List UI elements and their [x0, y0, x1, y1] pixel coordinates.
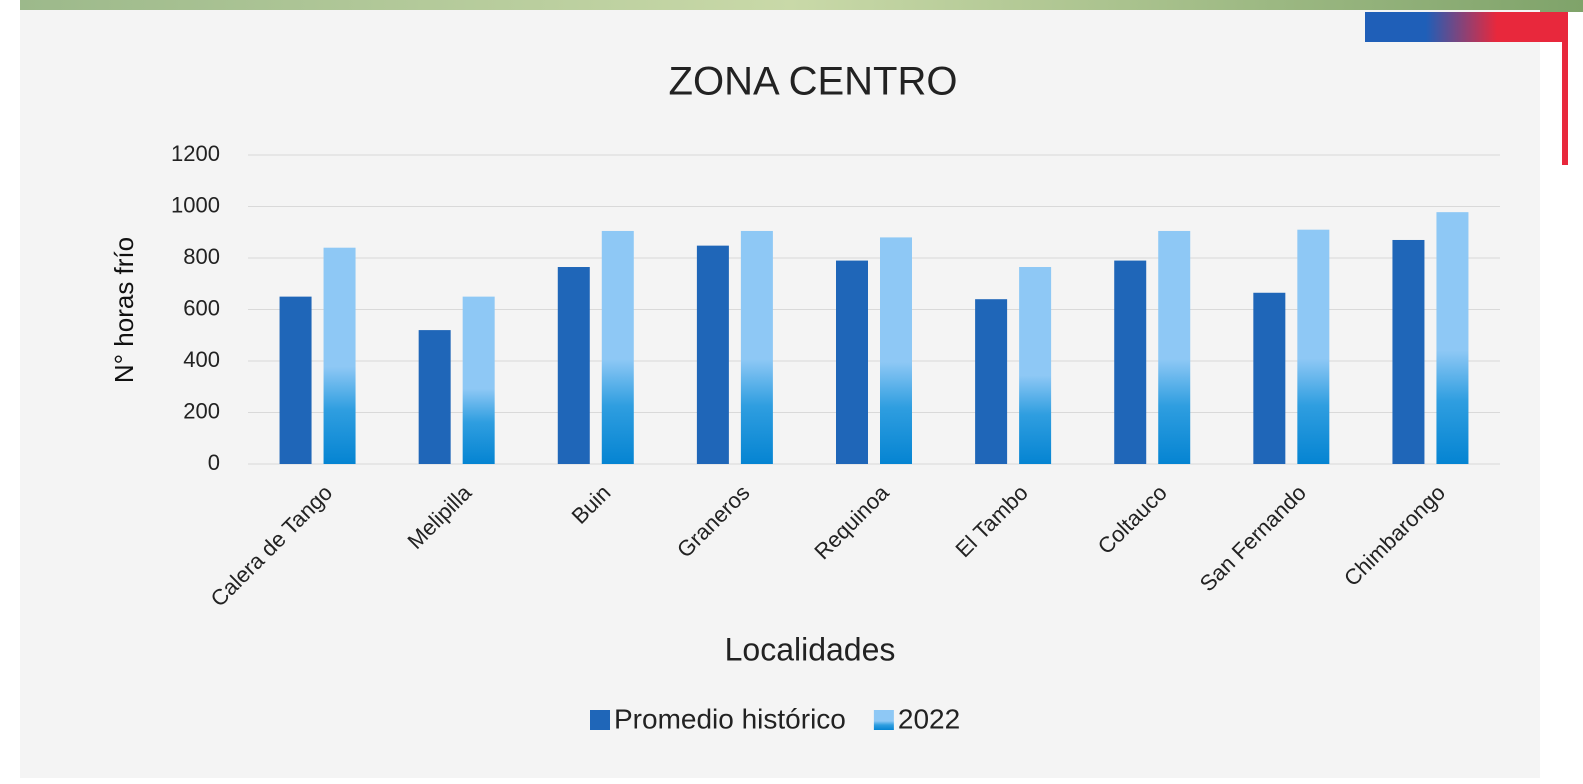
bar	[1114, 261, 1146, 464]
bar	[1019, 267, 1051, 464]
bar	[836, 261, 868, 464]
y-tick-label: 800	[183, 244, 220, 269]
bar	[280, 297, 312, 464]
y-tick-label: 200	[183, 398, 220, 423]
y-tick-label: 600	[183, 295, 220, 320]
flag-line	[1562, 12, 1568, 165]
bar	[741, 231, 773, 464]
legend-swatch	[874, 710, 894, 730]
bar	[1253, 293, 1285, 464]
left-margin	[0, 0, 20, 784]
page: {"chart_data": {"type": "bar", "title": …	[0, 0, 1583, 784]
y-tick-label: 400	[183, 347, 220, 372]
legend-label: 2022	[898, 703, 960, 734]
bar	[602, 231, 634, 464]
bar	[463, 297, 495, 464]
bar	[1297, 230, 1329, 464]
bar	[1436, 212, 1468, 464]
bar	[419, 330, 451, 464]
bar	[558, 267, 590, 464]
y-axis-title: N° horas frío	[109, 237, 139, 383]
bar	[697, 246, 729, 464]
chart-title: ZONA CENTRO	[669, 60, 958, 104]
legend-swatch	[590, 710, 610, 730]
slide: ZONA CENTRO N° horas frío Localidades 0 2…	[0, 0, 1583, 784]
bar	[1392, 240, 1424, 464]
bar	[1158, 231, 1190, 464]
y-tick-label: 1200	[171, 141, 220, 166]
flag-bar	[1365, 12, 1568, 42]
bar	[975, 299, 1007, 464]
legend-label: Promedio histórico	[614, 703, 846, 734]
y-tick-label: 0	[208, 450, 220, 475]
bar	[324, 248, 356, 464]
bar	[880, 237, 912, 464]
y-tick-label: 1000	[171, 192, 220, 217]
x-axis-title: Localidades	[725, 631, 896, 667]
